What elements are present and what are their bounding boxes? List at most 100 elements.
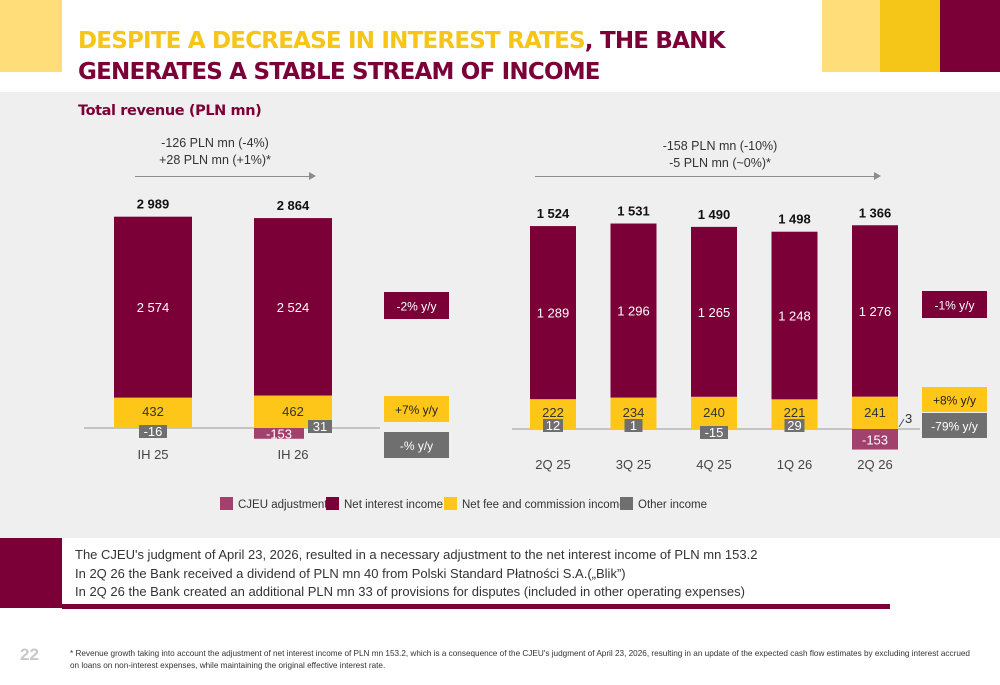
- bar-nii-1: [254, 218, 332, 396]
- chart-subtitle: Total revenue (PLN mn): [78, 103, 262, 119]
- header-decor-left: [0, 0, 62, 72]
- bar-other-0: [139, 425, 167, 438]
- bar-nii-3: [771, 231, 818, 400]
- legend-swatch-cjeu: [220, 497, 233, 510]
- label-nii-0: 1 289: [537, 306, 570, 321]
- label-fee-3: 221: [784, 405, 806, 420]
- label-other-1: 1: [630, 418, 637, 433]
- yoy-box-1: [384, 396, 449, 422]
- yoy-label-2: -79% y/y: [931, 420, 978, 434]
- label-nii-2: 1 265: [698, 305, 731, 320]
- label-total-0: 2 989: [137, 197, 170, 212]
- page-title-highlight: DESPITE A DECREASE IN INTEREST RATES: [78, 28, 586, 54]
- label-total-2: 1 490: [698, 207, 731, 222]
- change-note-left: -126 PLN mn (-4%) +28 PLN mn (+1%)*: [120, 135, 310, 169]
- header-decor-maroon: [940, 0, 1000, 72]
- notes-accent-line: [62, 604, 890, 609]
- legend-swatch-nii: [326, 497, 339, 510]
- label-fee-1: 462: [282, 404, 304, 419]
- label-total-1: 1 531: [617, 204, 650, 219]
- x-tick-label-0: 2Q 25: [535, 457, 570, 472]
- label-other-3: 29: [787, 418, 801, 433]
- label-fee-2: 240: [703, 405, 725, 420]
- label-fee-0: 432: [142, 404, 164, 419]
- label-total-4: 1 366: [859, 205, 892, 220]
- x-tick-label-1: 3Q 25: [616, 457, 651, 472]
- x-tick-label-0: IH 25: [137, 447, 168, 462]
- yoy-label-0: -1% y/y: [934, 299, 974, 313]
- bar-other-0: [543, 419, 563, 432]
- label-other-0: -16: [144, 424, 163, 439]
- notes-list: The CJEU's judgment of April 23, 2026, r…: [75, 546, 757, 602]
- change-note-left-line1: -126 PLN mn (-4%): [161, 136, 269, 150]
- bar-other-1: [624, 419, 643, 432]
- header-decor-yellow-light: [822, 0, 880, 72]
- yoy-box-0: [922, 291, 987, 318]
- bar-nii-4: [852, 225, 898, 397]
- yoy-label-1: +7% y/y: [395, 403, 438, 417]
- label-fee-1: 234: [623, 405, 645, 420]
- note-item: In 2Q 26 the Bank received a dividend of…: [75, 565, 626, 581]
- bar-nii-2: [691, 226, 737, 397]
- label-nii-1: 1 296: [617, 304, 650, 319]
- legend-swatch-other: [620, 497, 633, 510]
- label-nii-0: 2 574: [137, 300, 170, 315]
- label-nii-3: 1 248: [778, 309, 811, 324]
- label-nii-1: 2 524: [277, 300, 310, 315]
- label-cjeu-4: -153: [862, 432, 888, 447]
- label-other-2: -15: [705, 425, 724, 440]
- legend-label-other: Other income: [638, 499, 707, 511]
- bar-cjeu-4: [852, 429, 898, 450]
- label-cjeu-1: -153: [266, 426, 292, 441]
- bar-other-3: [784, 419, 805, 432]
- page-title: DESPITE A DECREASE IN INTEREST RATES, TH…: [78, 26, 798, 88]
- label-other-0: 12: [546, 418, 560, 433]
- legend-label-cjeu: CJEU adjustment: [238, 499, 328, 511]
- page-title-line2: GENERATES A STABLE STREAM OF INCOME: [78, 59, 601, 85]
- x-tick-label-3: 1Q 26: [777, 457, 812, 472]
- revenue-chart: 2 574 432 2 989 IH 25 -16 2 524 462 2 864 IH 26 -…: [84, 197, 987, 511]
- label-nii-4: 1 276: [859, 304, 892, 319]
- footnote: * Revenue growth taking into account the…: [70, 649, 970, 670]
- yoy-box-1: [922, 387, 987, 412]
- change-note-right-line2: -5 PLN mn (~0%)*: [669, 156, 771, 170]
- bar-nii-0: [114, 216, 192, 398]
- legend-swatch-fee: [444, 497, 457, 510]
- label-other-4: 3: [905, 411, 912, 426]
- note-item: The CJEU's judgment of April 23, 2026, r…: [75, 547, 758, 562]
- x-tick-label-1: IH 26: [277, 447, 308, 462]
- yoy-box-0: [384, 292, 449, 319]
- change-arrow-left: [135, 176, 310, 177]
- change-note-right: -158 PLN mn (-10%) -5 PLN mn (~0%)*: [620, 138, 820, 172]
- label-fee-0: 222: [542, 405, 564, 420]
- bar-fee-4: [852, 396, 898, 429]
- change-arrow-left-head: [309, 172, 316, 180]
- x-tick-label-2: 4Q 25: [696, 457, 731, 472]
- bar-other-1: [308, 420, 332, 433]
- header-decor-yellow: [880, 0, 940, 72]
- note-item: In 2Q 26 the Bank created an additional …: [75, 584, 745, 599]
- page-title-rest: , THE BANK: [584, 28, 726, 54]
- legend-label-nii: Net interest income: [344, 499, 443, 511]
- label-other-1: 31: [313, 419, 327, 434]
- label-total-3: 1 498: [778, 212, 811, 227]
- bar-other-2: [700, 426, 728, 439]
- yoy-box-2: [384, 432, 449, 458]
- yoy-label-0: -2% y/y: [396, 300, 436, 314]
- change-arrow-right: [535, 176, 875, 177]
- yoy-box-2: [922, 413, 987, 438]
- bar-fee-0: [114, 397, 192, 428]
- change-note-right-line1: -158 PLN mn (-10%): [662, 139, 778, 153]
- change-arrow-right-head: [874, 172, 881, 180]
- label-fee-4: 241: [864, 405, 886, 420]
- notes-accent-band: [0, 538, 62, 608]
- yoy-label-2: -% y/y: [400, 439, 433, 453]
- label-total-0: 1 524: [537, 206, 570, 221]
- leader-other-4: [898, 418, 905, 428]
- legend-label-fee: Net fee and commission income: [462, 499, 626, 511]
- change-note-left-line2: +28 PLN mn (+1%)*: [159, 153, 271, 167]
- bar-cjeu-1: [254, 428, 304, 439]
- bar-nii-0: [530, 226, 576, 400]
- bar-nii-1: [610, 223, 657, 398]
- bar-fee-2: [691, 396, 737, 429]
